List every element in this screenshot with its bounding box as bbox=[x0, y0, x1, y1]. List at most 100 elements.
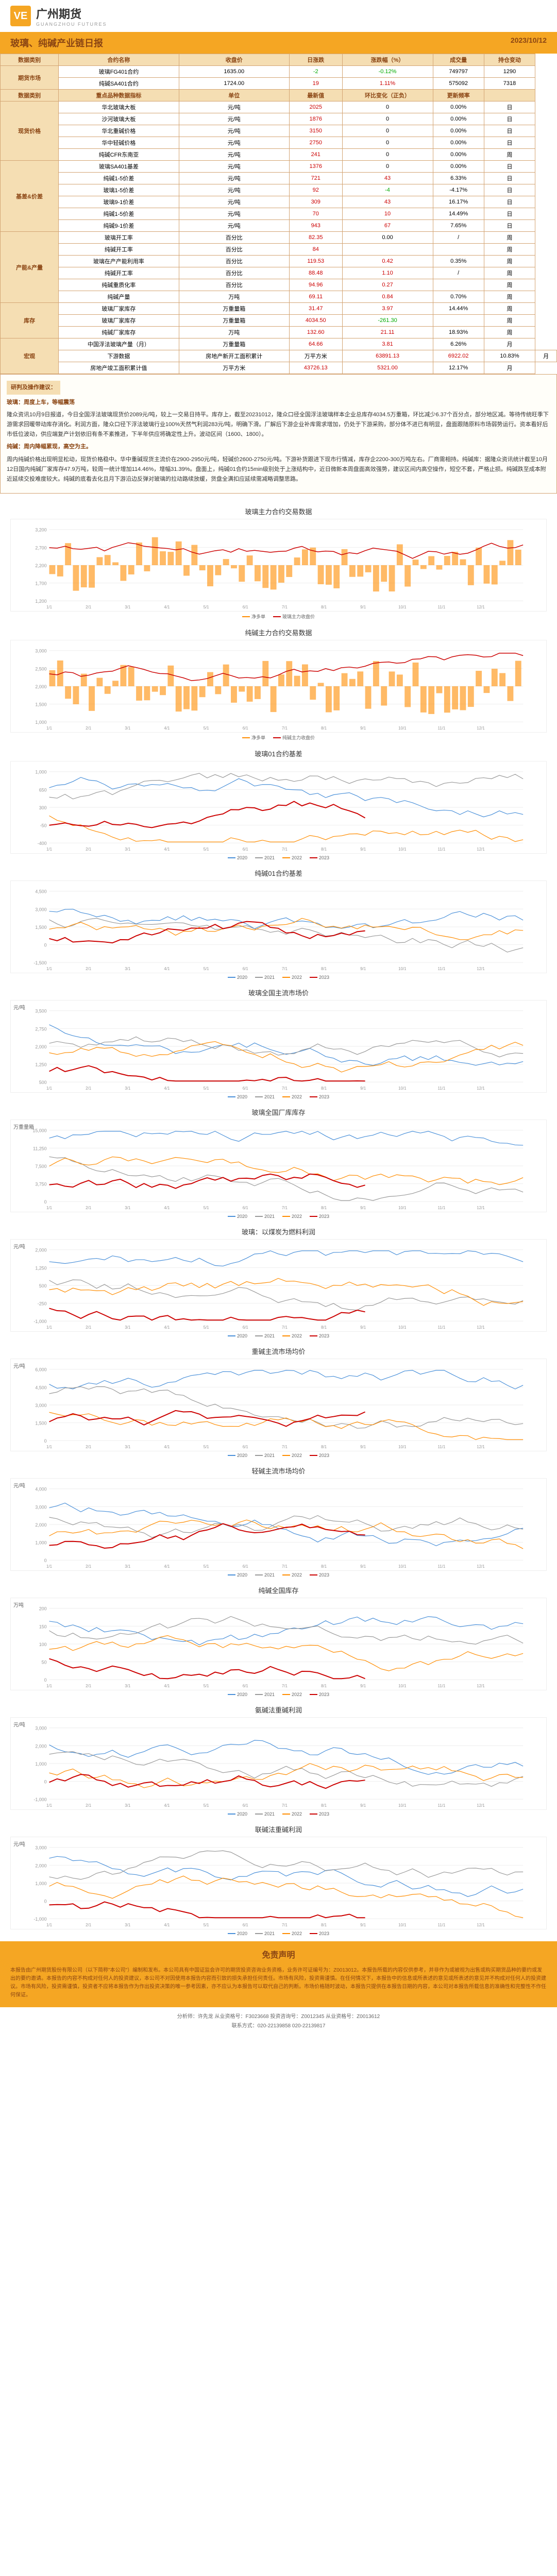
svg-text:4/1: 4/1 bbox=[164, 605, 170, 609]
chart-6: 元/吨2,0001,250500-250-1,0001/12/13/14/15/… bbox=[10, 1239, 547, 1332]
svg-text:1,000: 1,000 bbox=[35, 720, 46, 725]
svg-text:8/1: 8/1 bbox=[321, 1445, 327, 1449]
svg-text:12/1: 12/1 bbox=[477, 1564, 485, 1569]
svg-text:6/1: 6/1 bbox=[243, 1325, 249, 1330]
svg-text:4/1: 4/1 bbox=[164, 847, 170, 852]
svg-text:1,000: 1,000 bbox=[35, 1761, 46, 1767]
svg-text:-1,000: -1,000 bbox=[33, 1917, 46, 1922]
chart-title: 联碱法重碱利润 bbox=[10, 1824, 547, 1834]
svg-text:11/1: 11/1 bbox=[438, 1086, 446, 1091]
svg-text:9/1: 9/1 bbox=[360, 605, 366, 609]
svg-text:1,700: 1,700 bbox=[35, 581, 46, 586]
svg-text:9/1: 9/1 bbox=[360, 1206, 366, 1210]
svg-text:2,750: 2,750 bbox=[35, 1027, 46, 1032]
chart-7: 元/吨6,0004,5003,0001,50001/12/13/14/15/16… bbox=[10, 1359, 547, 1451]
svg-text:5/1: 5/1 bbox=[204, 1564, 210, 1569]
svg-text:11/1: 11/1 bbox=[438, 605, 446, 609]
soda-analysis-text: 周内纯碱价格出现明显松动，现货价格稳中。华中重碱现货主流价在2900-2950元… bbox=[7, 455, 550, 484]
svg-text:3/1: 3/1 bbox=[125, 847, 131, 852]
svg-text:3/1: 3/1 bbox=[125, 605, 131, 609]
svg-text:7/1: 7/1 bbox=[282, 605, 288, 609]
svg-text:1/1: 1/1 bbox=[46, 1086, 53, 1091]
svg-text:2,500: 2,500 bbox=[35, 667, 46, 672]
svg-text:9/1: 9/1 bbox=[360, 1445, 366, 1449]
svg-text:1/1: 1/1 bbox=[46, 1803, 53, 1808]
svg-text:3/1: 3/1 bbox=[125, 1086, 131, 1091]
svg-text:2/1: 2/1 bbox=[86, 1325, 92, 1330]
svg-text:0: 0 bbox=[44, 1199, 47, 1205]
svg-text:500: 500 bbox=[39, 1080, 47, 1085]
chart-legend: 2020202120222023 bbox=[10, 1453, 547, 1458]
svg-text:5/1: 5/1 bbox=[204, 1923, 210, 1927]
svg-text:6/1: 6/1 bbox=[243, 726, 249, 731]
svg-text:5/1: 5/1 bbox=[204, 726, 210, 731]
svg-text:2/1: 2/1 bbox=[86, 1564, 92, 1569]
svg-text:7/1: 7/1 bbox=[282, 1206, 288, 1210]
svg-text:50: 50 bbox=[42, 1660, 47, 1665]
svg-text:12/1: 12/1 bbox=[477, 847, 485, 852]
svg-text:7/1: 7/1 bbox=[282, 847, 288, 852]
chart-legend: 2020202120222023 bbox=[10, 855, 547, 860]
report-date: 2023/10/12 bbox=[511, 36, 547, 49]
svg-text:4,500: 4,500 bbox=[35, 1385, 46, 1391]
svg-text:4/1: 4/1 bbox=[164, 1564, 170, 1569]
svg-text:10/1: 10/1 bbox=[398, 967, 407, 971]
disclaimer-text: 本报告由广州期货股份有限公司（以下简称"本公司"）编制和发布。本公司具有中国证监… bbox=[10, 1967, 547, 1999]
svg-text:1,500: 1,500 bbox=[35, 1421, 46, 1426]
svg-text:11/1: 11/1 bbox=[438, 967, 446, 971]
svg-text:7/1: 7/1 bbox=[282, 1684, 288, 1688]
svg-text:0: 0 bbox=[44, 943, 47, 948]
svg-text:12/1: 12/1 bbox=[477, 1803, 485, 1808]
svg-text:200: 200 bbox=[39, 1606, 47, 1612]
svg-text:3,750: 3,750 bbox=[35, 1182, 46, 1187]
chart-title: 氨碱法重碱利润 bbox=[10, 1705, 547, 1715]
chart-title: 纯碱全国库存 bbox=[10, 1585, 547, 1595]
svg-text:4/1: 4/1 bbox=[164, 1086, 170, 1091]
chart-1: 3,0002,5002,0001,5001,0001/12/13/14/15/1… bbox=[10, 640, 547, 733]
svg-text:10/1: 10/1 bbox=[398, 1206, 407, 1210]
svg-text:2/1: 2/1 bbox=[86, 847, 92, 852]
svg-text:8/1: 8/1 bbox=[321, 1803, 327, 1808]
svg-text:10/1: 10/1 bbox=[398, 1803, 407, 1808]
svg-text:8/1: 8/1 bbox=[321, 605, 327, 609]
svg-text:2/1: 2/1 bbox=[86, 1086, 92, 1091]
svg-text:8/1: 8/1 bbox=[321, 1684, 327, 1688]
svg-text:1,200: 1,200 bbox=[35, 599, 46, 604]
svg-text:0: 0 bbox=[44, 1899, 47, 1904]
svg-text:6/1: 6/1 bbox=[243, 1564, 249, 1569]
chart-title: 玻璃全国厂库库存 bbox=[10, 1107, 547, 1117]
svg-text:2,000: 2,000 bbox=[35, 1863, 46, 1869]
svg-text:-250: -250 bbox=[38, 1301, 47, 1307]
svg-text:7/1: 7/1 bbox=[282, 1564, 288, 1569]
svg-text:11/1: 11/1 bbox=[438, 1325, 446, 1330]
svg-text:12/1: 12/1 bbox=[477, 1086, 485, 1091]
analysis-label: 研判及操作建议： bbox=[7, 381, 60, 395]
chart-3: 4,5003,0001,5000-1,5001/12/13/14/15/16/1… bbox=[10, 880, 547, 973]
svg-text:0: 0 bbox=[44, 1780, 47, 1785]
svg-text:3/1: 3/1 bbox=[125, 967, 131, 971]
svg-text:3,000: 3,000 bbox=[35, 1845, 46, 1851]
svg-text:7/1: 7/1 bbox=[282, 1445, 288, 1449]
svg-text:3/1: 3/1 bbox=[125, 1923, 131, 1927]
svg-text:5/1: 5/1 bbox=[204, 1086, 210, 1091]
svg-text:4/1: 4/1 bbox=[164, 967, 170, 971]
svg-text:9/1: 9/1 bbox=[360, 1086, 366, 1091]
chart-title: 轻碱主流市场均价 bbox=[10, 1466, 547, 1476]
svg-text:2,700: 2,700 bbox=[35, 546, 46, 551]
svg-text:12/1: 12/1 bbox=[477, 967, 485, 971]
svg-text:9/1: 9/1 bbox=[360, 1684, 366, 1688]
svg-text:1/1: 1/1 bbox=[46, 1684, 53, 1688]
svg-text:1/1: 1/1 bbox=[46, 605, 53, 609]
svg-text:-50: -50 bbox=[40, 823, 47, 828]
svg-text:3/1: 3/1 bbox=[125, 1564, 131, 1569]
header: VE 广州期货 GUANGZHOU FUTURES bbox=[0, 0, 557, 32]
svg-text:5/1: 5/1 bbox=[204, 1325, 210, 1330]
svg-text:8/1: 8/1 bbox=[321, 726, 327, 731]
svg-text:2/1: 2/1 bbox=[86, 1923, 92, 1927]
svg-text:6/1: 6/1 bbox=[243, 1684, 249, 1688]
svg-text:7/1: 7/1 bbox=[282, 1325, 288, 1330]
svg-text:10/1: 10/1 bbox=[398, 1445, 407, 1449]
chart-title: 玻璃：以煤炭为燃料利润 bbox=[10, 1227, 547, 1236]
svg-text:7/1: 7/1 bbox=[282, 1803, 288, 1808]
svg-text:8/1: 8/1 bbox=[321, 847, 327, 852]
